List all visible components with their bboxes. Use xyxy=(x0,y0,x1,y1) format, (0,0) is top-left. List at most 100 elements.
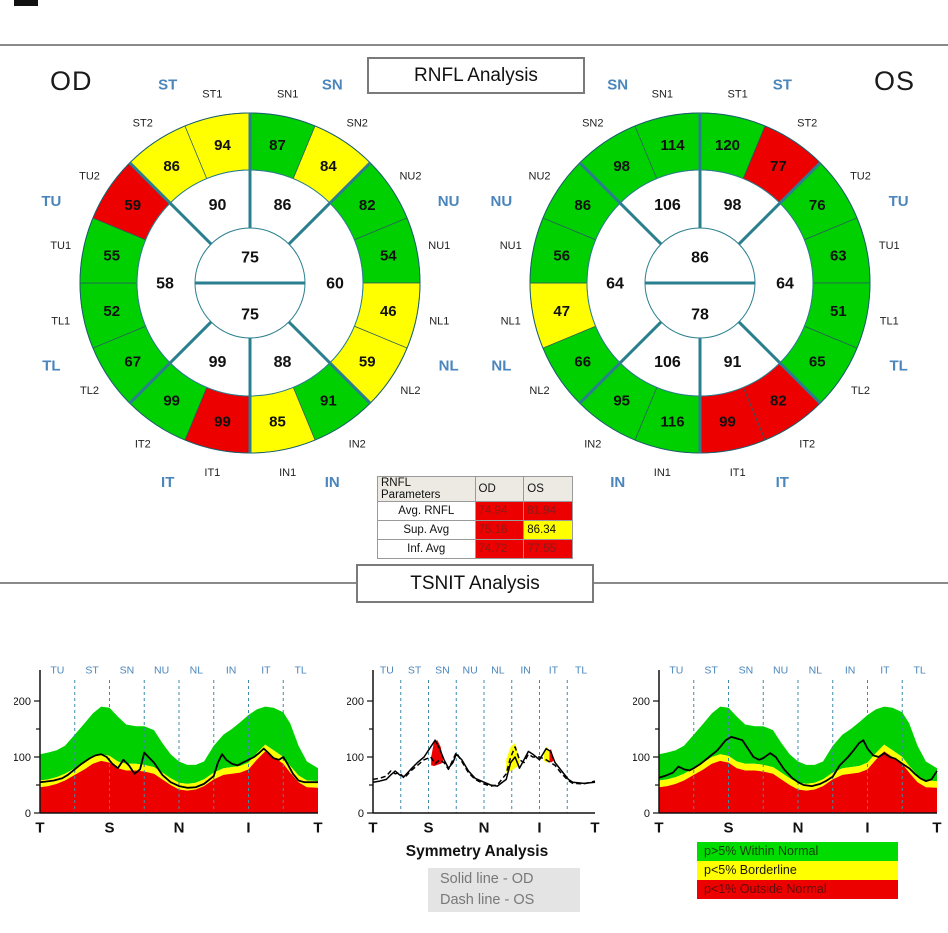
od-center-top-value: 75 xyxy=(241,250,259,267)
os-octant-label-NU: NU xyxy=(491,193,513,210)
od-inner-value: 86 xyxy=(274,197,292,214)
od-solid-line xyxy=(372,739,596,787)
x-label-S-1: S xyxy=(723,819,733,836)
od-inner-value: 58 xyxy=(156,276,174,293)
rnfl-parameters-table: RNFL Parameters OD OS Avg. RNFL 74.94 81.94 Su… xyxy=(377,476,573,559)
section-label-TU: TU xyxy=(380,665,394,677)
od-octant-label-IN: IN xyxy=(325,474,340,491)
os-sector-value-TL1: 51 xyxy=(830,303,847,320)
os-sector-value-TL2: 65 xyxy=(809,354,826,371)
os-sector-label-IT1: IT1 xyxy=(730,467,746,479)
os-sector-value-NL2: 66 xyxy=(574,354,591,371)
od-sector-label-SN1: SN1 xyxy=(277,89,298,101)
os-quadrant-divider xyxy=(578,161,663,246)
od-sector-value-NL2: 59 xyxy=(359,354,376,371)
x-label-S-1: S xyxy=(104,819,114,836)
od-rnfl-profile-line xyxy=(39,747,318,789)
y-tick-label: 200 xyxy=(347,696,364,708)
os-sector-label-TU2: TU2 xyxy=(850,171,871,183)
param-value-os: 81.94 xyxy=(523,501,573,521)
section-label-NL: NL xyxy=(491,665,505,677)
os-sector-label-NU2: NU2 xyxy=(529,171,551,183)
os-sector-label-IN1: IN1 xyxy=(654,467,671,479)
x-label-T-0: T xyxy=(654,819,663,836)
legend-item-2: p<1% Outside Normal xyxy=(697,880,898,899)
os-quadrant-divider xyxy=(578,320,663,405)
od-sector-value-SN1: 87 xyxy=(269,137,286,154)
od-octant-label-NL: NL xyxy=(439,358,459,375)
os-octant-label-TU: TU xyxy=(889,193,909,210)
top-divider-line xyxy=(0,44,948,46)
x-label-I-3: I xyxy=(246,819,250,836)
os-sector-value-IN2: 95 xyxy=(613,392,630,409)
os-sector-value-IT2: 82 xyxy=(770,392,787,409)
os-sector-value-NU2: 86 xyxy=(574,197,591,214)
solid-line-key: Solid line - OD xyxy=(440,871,534,887)
od-sector-label-ST1: ST1 xyxy=(202,89,222,101)
os-sector-value-IT1: 99 xyxy=(719,414,736,431)
od-inner-value: 60 xyxy=(326,276,344,293)
section-label-NU: NU xyxy=(773,665,788,677)
param-value-od: 74.94 xyxy=(474,501,525,521)
od-sector-label-IT1: IT1 xyxy=(204,467,220,479)
od-sector-value-NL1: 46 xyxy=(380,303,397,320)
tsnit-analysis-title-box: TSNIT Analysis xyxy=(356,564,594,603)
od-sector-value-TU2: 59 xyxy=(124,197,141,214)
section-label-TL: TL xyxy=(913,665,925,677)
os-sector-label-TU1: TU1 xyxy=(879,240,900,252)
os-rnfl-profile-line xyxy=(658,735,938,788)
section-label-ST: ST xyxy=(704,665,718,677)
tsnit-analysis-title: TSNIT Analysis xyxy=(410,572,540,594)
section-label-SN: SN xyxy=(739,665,754,677)
probability-legend: p>5% Within Normal p<5% Borderline p<1% Ou… xyxy=(697,842,898,899)
param-label: Sup. Avg xyxy=(377,520,476,540)
param-value-od: 75.16 xyxy=(474,520,525,540)
od-sector-value-IT2: 99 xyxy=(163,392,180,409)
section-label-NU: NU xyxy=(154,665,169,677)
param-label: Avg. RNFL xyxy=(377,501,476,521)
od-inner-value: 90 xyxy=(209,197,227,214)
section-label-NL: NL xyxy=(809,665,823,677)
od-eye-label: OD xyxy=(50,66,93,96)
x-label-N-2: N xyxy=(174,819,185,836)
od-octant-label-SN: SN xyxy=(322,77,343,94)
od-rnfl-sector-chart: 87 SN1 84 SN2 82 NU2 54 NU1 46 NL1 59 NL2 91 IN2 85 IN1… xyxy=(41,77,459,491)
section-label-IT: IT xyxy=(261,665,271,677)
section-label-TU: TU xyxy=(669,665,683,677)
od-sector-label-TL1: TL1 xyxy=(51,316,70,328)
os-sector-label-NU1: NU1 xyxy=(500,240,522,252)
line-style-key: Solid line - OD Dash line - OS xyxy=(428,868,580,912)
od-sector-label-TL2: TL2 xyxy=(80,385,99,397)
x-label-T-0: T xyxy=(368,819,377,836)
os-octant-label-ST: ST xyxy=(773,77,792,94)
od-sector-label-NL2: NL2 xyxy=(400,385,420,397)
od-sector-label-NU1: NU1 xyxy=(428,240,450,252)
os-dash-line xyxy=(372,746,596,787)
os-sector-value-ST2: 77 xyxy=(770,158,787,175)
od-sector-value-NU2: 82 xyxy=(359,197,376,214)
dash-line-key: Dash line - OS xyxy=(440,892,535,908)
section-label-NL: NL xyxy=(190,665,204,677)
od-quadrant-divider xyxy=(287,320,372,405)
band-within-normal xyxy=(40,706,318,784)
band-borderline xyxy=(40,744,318,791)
x-label-T-4: T xyxy=(590,819,599,836)
section-label-IN: IN xyxy=(845,665,856,677)
band-borderline xyxy=(659,744,937,791)
od-octant-label-ST: ST xyxy=(158,77,177,94)
od-sector-label-NU2: NU2 xyxy=(399,171,421,183)
legend-item-0: p>5% Within Normal xyxy=(697,842,898,861)
os-sector-label-SN1: SN1 xyxy=(652,89,673,101)
y-tick-label: 100 xyxy=(347,752,364,764)
os-sector-value-NU1: 56 xyxy=(553,248,570,265)
os-sector-value-IN1: 116 xyxy=(660,414,684,431)
od-inner-value: 88 xyxy=(274,354,292,371)
od-sector-value-ST2: 86 xyxy=(163,158,180,175)
symmetry-analysis-heading: Symmetry Analysis xyxy=(405,843,549,860)
x-label-T-4: T xyxy=(932,819,941,836)
param-value-os: 77.55 xyxy=(523,539,573,559)
od-sector-value-ST1: 94 xyxy=(214,137,231,154)
os-octant-label-TL: TL xyxy=(889,358,907,375)
